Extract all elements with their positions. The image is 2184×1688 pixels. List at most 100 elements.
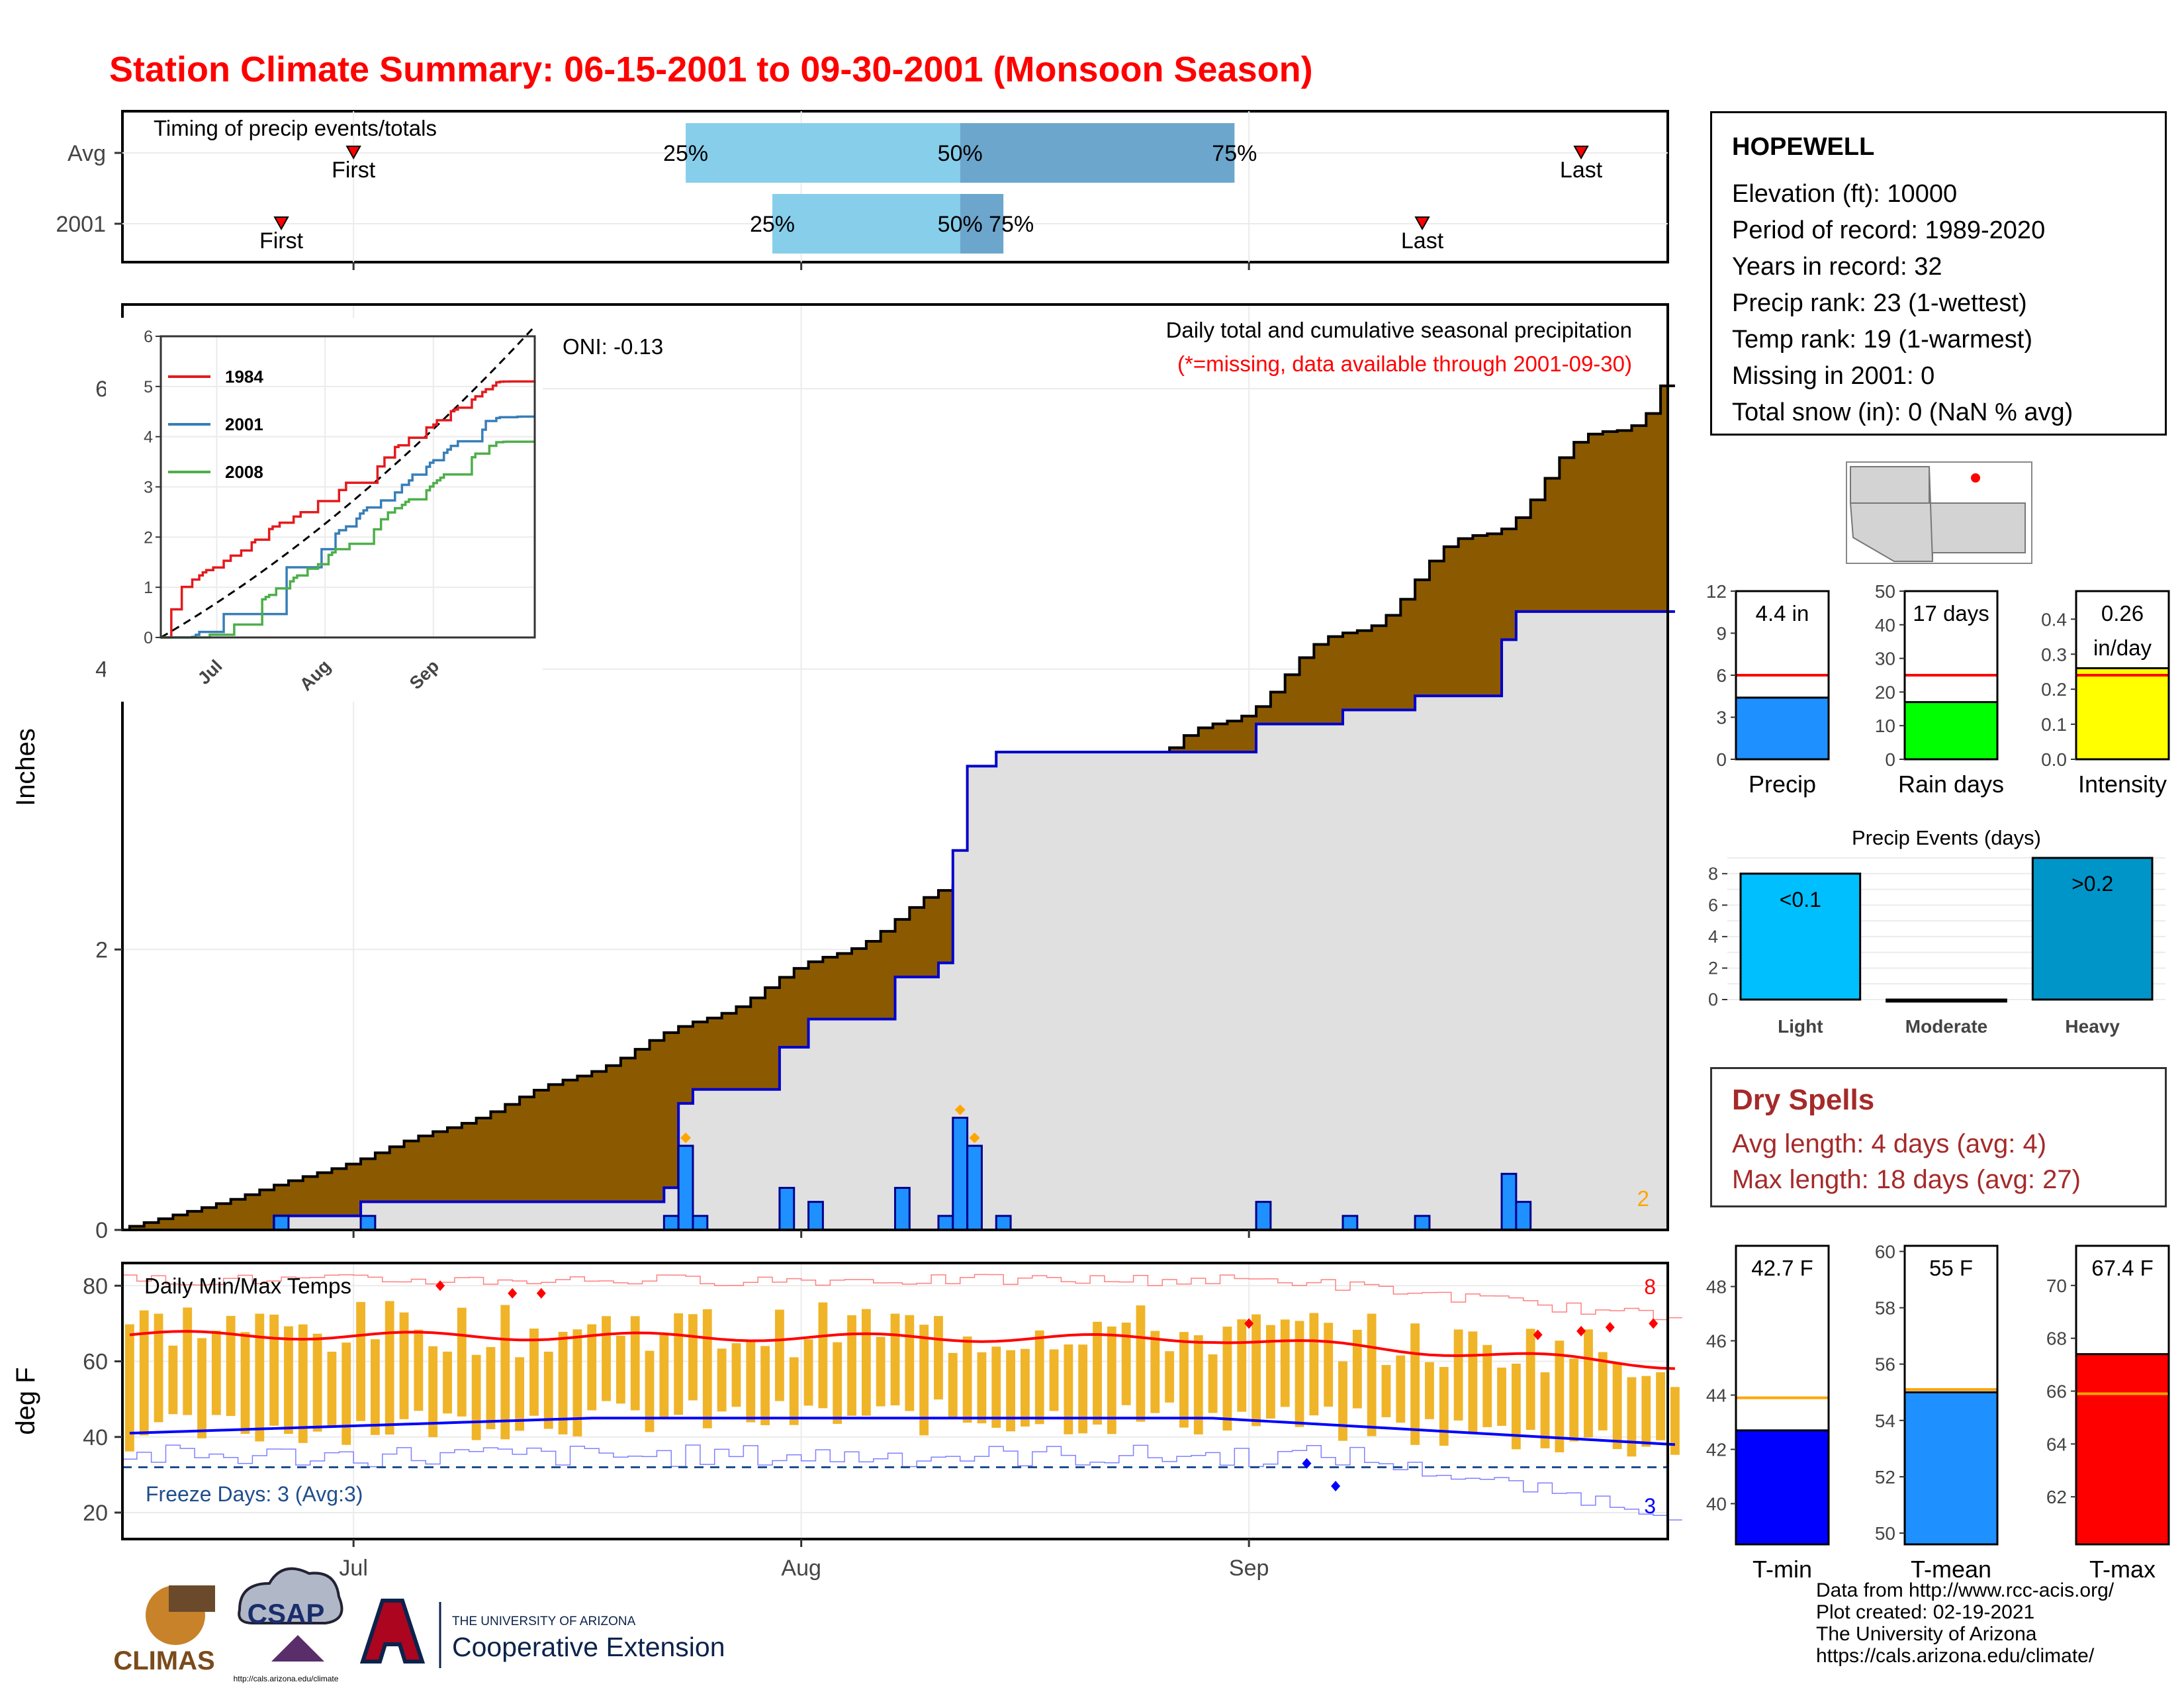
daily-temp-bar (428, 1346, 438, 1438)
daily-temp-bar (674, 1313, 684, 1415)
csap-logo-mountain (271, 1635, 324, 1662)
inset-y-tick-label: 6 (144, 328, 153, 346)
inset-avg-line (160, 325, 536, 639)
daily-temp-bar (255, 1313, 265, 1442)
daily-temp-bar (1540, 1372, 1550, 1448)
daily-temp-bar (457, 1307, 467, 1417)
inset-y-tick-label: 3 (144, 479, 153, 497)
daily-temp-bar (1612, 1363, 1622, 1450)
daily-temp-bar (1584, 1329, 1593, 1438)
credits: Data from http://www.rcc-acis.org/Plot c… (1816, 1579, 2114, 1667)
daily-temp-bar (991, 1346, 1001, 1428)
record-high-marker (536, 1288, 546, 1299)
daily-temp-bar (139, 1310, 149, 1436)
temp-x-tick-label: Sep (1229, 1556, 1269, 1581)
daily-precip-bar (778, 1186, 796, 1231)
summary-y-tick-label: 58 (1875, 1298, 1895, 1319)
precip-y-tick-label: 2 (95, 937, 108, 962)
daily-temp-bar (948, 1352, 958, 1419)
timing-q50-label: 50% (938, 212, 983, 237)
timing-q25-label: 25% (750, 212, 795, 237)
daily-temp-bar (1641, 1376, 1651, 1447)
daily-max-marker (680, 1132, 692, 1143)
daily-temp-bar (1453, 1329, 1463, 1421)
events-y-tick-label: 2 (1708, 958, 1718, 978)
daily-temp-bar (833, 1342, 842, 1425)
daily-temp-bar (572, 1329, 582, 1436)
daily-precip-bar (995, 1215, 1012, 1231)
daily-temp-bar (688, 1314, 698, 1401)
daily-temp-bar (934, 1316, 943, 1400)
daily-temp-bar (269, 1314, 279, 1426)
summary-y-tick-label: 20 (1875, 682, 1895, 702)
station-info-line: Precip rank: 23 (1-wettest) (1732, 289, 2027, 317)
precip-subtitle: (*=missing, data available through 2001-… (1177, 352, 1632, 376)
station-location-marker (1971, 473, 1980, 483)
summary-y-tick-label: 0.0 (2041, 749, 2067, 770)
daily-max-marker (969, 1132, 980, 1143)
summary-value-label: 17 days (1913, 601, 1989, 626)
timing-bar-25-50 (686, 123, 960, 183)
temp-x-tick-label: Aug (781, 1556, 821, 1581)
daily-temp-bar (211, 1331, 221, 1415)
events-y-tick-label: 4 (1708, 927, 1718, 947)
record-high-marker (1533, 1329, 1543, 1340)
events-bar-light (1739, 872, 1862, 1001)
record-high-marker (1605, 1322, 1615, 1333)
daily-temp-bar (1598, 1352, 1608, 1430)
precip-events-panel: Precip Events (days) <0.1 Light Moderate >0.… (1708, 826, 2165, 1037)
daily-temp-bar (876, 1336, 886, 1407)
summary-frame (2075, 590, 2170, 761)
timing-first-label: First (259, 228, 304, 254)
timing-q75-label: 75% (989, 212, 1034, 237)
page-title: Station Climate Summary: 06-15-2001 to 0… (109, 50, 1313, 89)
timing-q50-label: 50% (938, 141, 983, 166)
daily-temp-bar (443, 1351, 452, 1414)
daily-temp-bar (789, 1357, 799, 1425)
temp-summary-bars: 40 42 44 46 48 42.7 F T-min 50 52 54 56 58 60 55 F T-m… (1706, 1242, 2170, 1583)
daily-temp-bar (1381, 1365, 1391, 1417)
summary-bar-Precip (1735, 696, 1830, 761)
daily-temp-bar (1482, 1344, 1492, 1427)
summary-value-label: 4.4 in (1756, 601, 1809, 626)
summary-y-tick-label: 0.4 (2041, 609, 2067, 630)
timing-bar-50-75 (960, 194, 1004, 254)
daily-temp-bar (1396, 1355, 1406, 1423)
daily-temp-bar (919, 1325, 929, 1436)
station-name: HOPEWELL (1732, 133, 1875, 161)
summary-y-tick-label: 42 (1706, 1440, 1727, 1460)
daily-temp-bar (1078, 1344, 1088, 1434)
summary-y-tick-label: 70 (2046, 1276, 2067, 1296)
summary-y-tick-label: 48 (1706, 1277, 1727, 1297)
inset-y-tick-label: 4 (144, 428, 153, 447)
precip-y-tick-label: 0 (95, 1218, 108, 1243)
daily-temp-bar (1295, 1321, 1304, 1427)
daily-temp-bar (1425, 1362, 1434, 1419)
daily-temp-bar (1121, 1322, 1131, 1405)
station-info-box: HOPEWELL Elevation (ft): 10000 Period of … (1710, 111, 2167, 436)
station-info-line: Elevation (ft): 10000 (1732, 180, 1958, 208)
daily-temp-bar (1656, 1372, 1665, 1440)
summary-y-tick-label: 64 (2046, 1434, 2067, 1454)
temp-y-tick-label: 60 (83, 1350, 108, 1375)
daily-temp-bar (154, 1313, 163, 1423)
daily-precip-bar (677, 1145, 694, 1231)
daily-temp-bar (1093, 1321, 1102, 1425)
daily-temp-bar (1064, 1344, 1073, 1434)
events-x-label: Light (1778, 1016, 1823, 1037)
summary-y-tick-label: 0.3 (2041, 644, 2067, 665)
daily-precip-bar (894, 1186, 911, 1231)
daily-precip-bar (966, 1145, 983, 1231)
precip-title: Daily total and cumulative seasonal prec… (1166, 318, 1632, 342)
daily-temp-bar (746, 1341, 756, 1423)
daily-temp-bar (312, 1333, 322, 1432)
summary-bars: 0 3 6 9 12 4.4 in Precip 0 10 20 30 40 50 17 days Rain… (1706, 581, 2170, 798)
record-low-marker (1302, 1458, 1312, 1469)
temp-frame (121, 1262, 1669, 1540)
summary-y-tick-label: 54 (1875, 1411, 1895, 1431)
daily-temp-bar (1525, 1329, 1535, 1430)
summary-y-tick-label: 66 (2046, 1382, 2067, 1402)
station-map (1846, 461, 2032, 564)
daily-temp-bar (1338, 1361, 1347, 1441)
